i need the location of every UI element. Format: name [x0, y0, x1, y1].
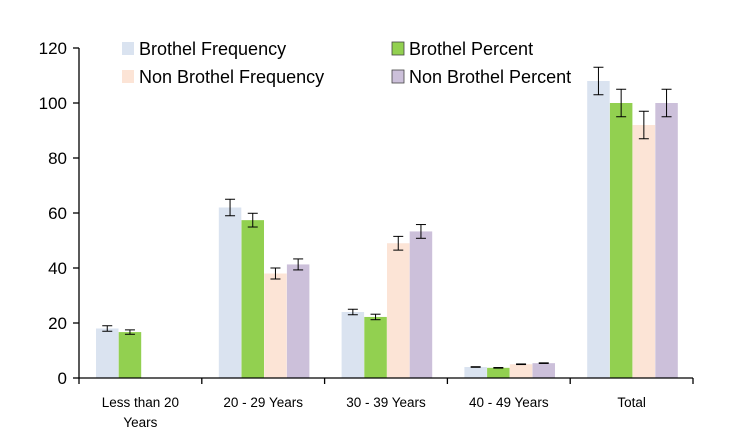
bar — [487, 367, 510, 378]
y-tick-label: 40 — [48, 259, 67, 278]
bar — [464, 367, 487, 378]
legend-swatch — [122, 42, 134, 55]
y-tick-label: 120 — [39, 39, 67, 58]
x-tick-label: 30 - 39 Years — [346, 395, 426, 410]
x-tick-label: Less than 20 Years — [102, 395, 179, 430]
bar — [387, 243, 410, 378]
x-tick-label: 20 - 29 Years — [223, 395, 303, 410]
y-tick-label: 0 — [58, 369, 67, 388]
x-tick-label: Total — [617, 395, 646, 410]
bar — [218, 207, 242, 378]
bar — [286, 264, 310, 378]
bar — [118, 332, 142, 378]
legend-swatch — [122, 70, 134, 83]
bar — [609, 103, 633, 378]
bar — [655, 103, 678, 378]
axes: 0 20 40 60 80 100 120 Less than 20 Years 20 - 29 … — [39, 39, 694, 430]
bar — [587, 81, 610, 378]
bar — [532, 363, 555, 378]
bar — [96, 328, 119, 378]
y-tick-label: 80 — [48, 149, 67, 168]
bar — [509, 364, 533, 378]
x-tick-label: 40 - 49 Years — [469, 395, 549, 410]
y-tick-label: 100 — [39, 94, 67, 113]
bar — [341, 312, 365, 378]
legend-label: Brothel Frequency — [139, 39, 286, 59]
legend-label: Non Brothel Percent — [409, 67, 571, 87]
bars — [96, 66, 678, 378]
legend-label: Non Brothel Frequency — [139, 67, 324, 87]
bar — [632, 125, 656, 378]
legend-label: Brothel Percent — [409, 39, 533, 59]
y-tick-label: 60 — [48, 204, 67, 223]
bar — [409, 231, 433, 378]
legend-swatch — [391, 69, 405, 84]
bar — [264, 273, 287, 378]
y-tick-label: 20 — [48, 314, 67, 333]
legend: Brothel Frequency Brothel Percent Non Brot… — [122, 39, 571, 87]
legend-swatch — [391, 41, 405, 56]
bar — [241, 220, 264, 378]
bar — [364, 316, 387, 378]
